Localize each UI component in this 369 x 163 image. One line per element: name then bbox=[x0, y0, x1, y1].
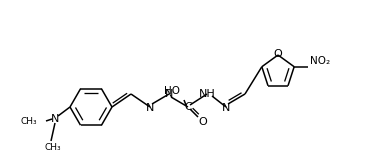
Text: N: N bbox=[165, 89, 173, 99]
Text: N: N bbox=[222, 103, 230, 113]
Text: O: O bbox=[199, 117, 207, 127]
Text: C: C bbox=[184, 102, 192, 112]
Text: N: N bbox=[51, 114, 59, 124]
Text: NO₂: NO₂ bbox=[310, 56, 330, 66]
Text: HO: HO bbox=[164, 86, 180, 96]
Text: O: O bbox=[274, 49, 282, 59]
Text: CH₃: CH₃ bbox=[20, 118, 37, 126]
Text: CH₃: CH₃ bbox=[45, 142, 61, 151]
Text: NH: NH bbox=[199, 89, 215, 99]
Text: N: N bbox=[146, 103, 154, 113]
